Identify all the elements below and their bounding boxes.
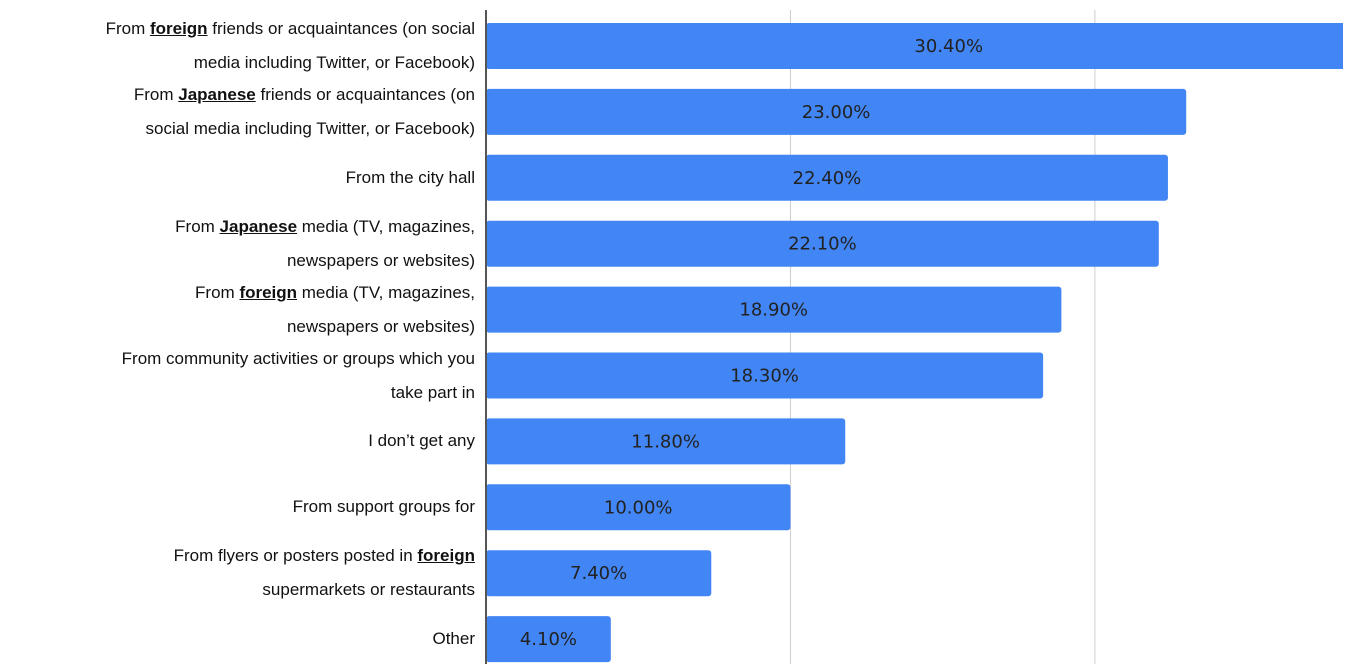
bar bbox=[486, 550, 712, 597]
bar bbox=[486, 286, 1062, 333]
category-label: Other bbox=[432, 629, 475, 649]
data-label: 7.40% bbox=[570, 563, 627, 584]
bar bbox=[486, 154, 1168, 201]
data-label: 22.10% bbox=[788, 234, 857, 255]
category-label: From foreign friends or acquaintances (o… bbox=[105, 19, 475, 72]
bar bbox=[486, 484, 791, 531]
category-label: From community activities or groups whic… bbox=[121, 348, 475, 402]
category-label: From flyers or posters posted in foreign… bbox=[173, 546, 475, 600]
bar bbox=[486, 23, 1343, 69]
category-label: From Japanese media (TV, magazines, news… bbox=[175, 216, 475, 270]
data-label: 22.40% bbox=[793, 168, 862, 189]
data-label: 18.90% bbox=[739, 300, 808, 321]
data-label: 4.10% bbox=[520, 629, 577, 650]
category-label: I don’t get any bbox=[368, 431, 475, 451]
bar bbox=[486, 418, 846, 465]
data-label: 11.80% bbox=[631, 431, 700, 452]
data-label: 30.40% bbox=[914, 36, 983, 57]
data-label: 18.30% bbox=[730, 366, 799, 387]
bar bbox=[486, 88, 1187, 135]
data-label: 23.00% bbox=[802, 102, 871, 123]
category-label: From Japanese friends or acquaintances (… bbox=[133, 84, 475, 138]
category-label: From the city hall bbox=[345, 167, 475, 187]
bar bbox=[486, 352, 1044, 399]
bar bbox=[486, 616, 611, 663]
bar bbox=[486, 220, 1159, 267]
category-label: From support groups for bbox=[292, 497, 475, 517]
category-label: From foreign media (TV, magazines, newsp… bbox=[195, 282, 475, 336]
data-label: 10.00% bbox=[604, 497, 673, 518]
